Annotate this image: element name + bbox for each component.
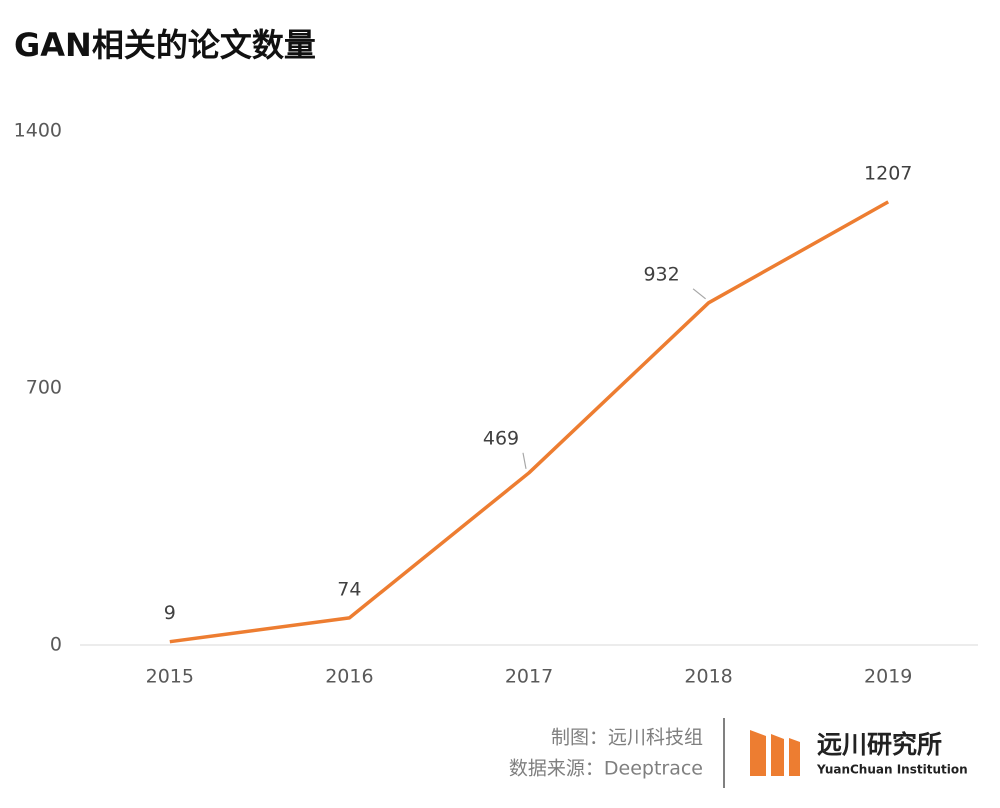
leader-line (522, 452, 527, 469)
x-tick-label: 2015 (146, 666, 194, 688)
logo-name: 远川研究所 (817, 730, 942, 759)
leader-line (692, 288, 706, 300)
footer-credit: 制图：远川科技组 (551, 727, 703, 749)
data-label: 9 (164, 602, 176, 624)
x-tick-label: 2018 (684, 666, 732, 688)
x-tick-label: 2016 (325, 666, 373, 688)
data-label: 469 (483, 427, 519, 449)
logo-icon (750, 730, 800, 776)
data-label: 74 (337, 578, 361, 600)
footer-source: 数据来源：Deeptrace (509, 758, 703, 780)
x-tick-label: 2019 (864, 666, 912, 688)
data-label: 932 (643, 263, 679, 285)
logo-subtitle: YuanChuan Institution (816, 763, 968, 777)
x-tick-label: 2017 (505, 666, 553, 688)
data-label: 1207 (864, 162, 912, 184)
y-tick-label: 1400 (14, 120, 62, 142)
y-tick-label: 700 (26, 377, 62, 399)
line (169, 200, 890, 644)
chart-title: GAN相关的论文数量 (14, 26, 316, 64)
y-tick-label: 0 (50, 634, 62, 656)
